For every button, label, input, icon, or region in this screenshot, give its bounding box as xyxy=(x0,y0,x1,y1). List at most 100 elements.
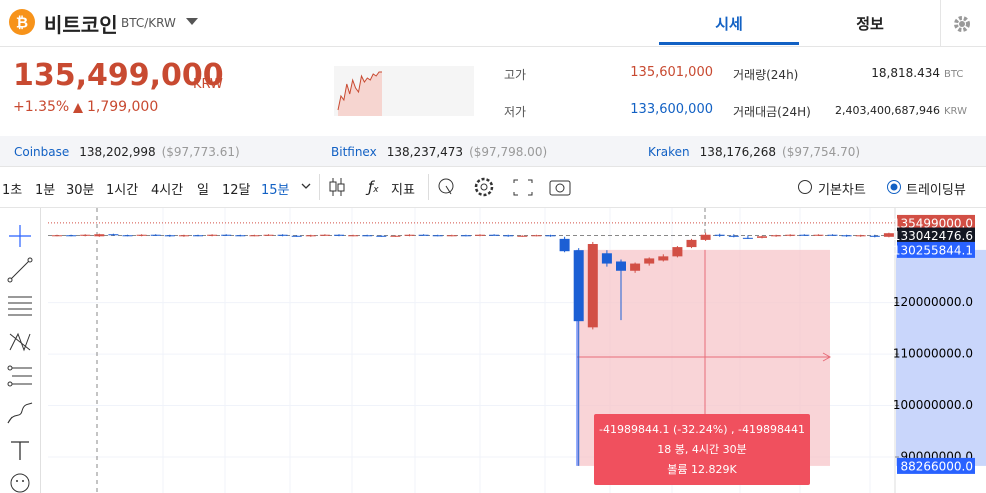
candle-body xyxy=(193,235,203,237)
interval[interactable]: 15분 xyxy=(261,183,290,198)
candle-body xyxy=(503,235,514,237)
divider xyxy=(0,166,986,167)
candle-body xyxy=(376,235,387,237)
candle-body xyxy=(164,235,175,237)
chevron[interactable] xyxy=(300,181,312,191)
candle-body xyxy=(418,234,429,236)
radio[interactable] xyxy=(886,179,902,195)
candle-body xyxy=(714,234,725,236)
change-abs: 1,799,000 xyxy=(87,99,159,115)
sparkline-area xyxy=(338,72,382,116)
divider xyxy=(0,207,986,208)
candle-body xyxy=(644,258,655,264)
candle-body xyxy=(883,233,894,237)
candle-body xyxy=(404,234,415,236)
radio[interactable] xyxy=(797,179,813,195)
sparkline-line xyxy=(337,71,383,111)
dropdown[interactable] xyxy=(185,17,199,27)
divider xyxy=(319,174,320,200)
drawing-tools[interactable] xyxy=(0,208,41,493)
candle-body xyxy=(700,234,711,240)
divider xyxy=(428,174,429,200)
candle-body xyxy=(66,235,77,237)
candle-body xyxy=(277,234,288,236)
candle-body xyxy=(475,234,485,236)
candle-body xyxy=(263,234,274,236)
candle-body xyxy=(489,234,500,236)
stat-label: 거래대금(24H) xyxy=(733,105,811,119)
interval[interactable]: 4시간 xyxy=(151,183,184,198)
candle-body xyxy=(122,235,133,237)
candle-body xyxy=(672,247,683,257)
price-marker-label: 133042476.6 xyxy=(893,229,973,243)
toolbar-icons[interactable] xyxy=(436,176,586,198)
settings[interactable] xyxy=(952,14,972,34)
divider xyxy=(0,46,986,47)
chart-mode[interactable]: 트레이딩뷰 xyxy=(906,183,966,198)
candle-body xyxy=(432,235,443,237)
exchange-name[interactable]: Bitfinex xyxy=(331,145,377,159)
interval[interactable]: 일 xyxy=(197,183,209,198)
candle-body xyxy=(517,235,528,237)
coin-name: 비트코인 xyxy=(44,13,118,37)
exchange: Bitfinex 138,237,473 ($97,798.00) xyxy=(331,145,547,159)
candle-body xyxy=(136,234,147,236)
candle-body xyxy=(841,235,852,237)
tooltip-line: -41989844.1 (-32.24%) , -419898441 xyxy=(599,423,805,436)
candle-body xyxy=(446,235,457,237)
candle-body xyxy=(771,235,782,237)
stat-value: 133,600,000 xyxy=(630,102,713,117)
candle-icon[interactable] xyxy=(327,176,347,198)
interval[interactable]: 12달 xyxy=(222,183,251,198)
stat-value: 2,403,400,687,946 xyxy=(835,104,940,117)
currency: KRW xyxy=(193,77,223,92)
plot-bg xyxy=(41,208,986,493)
interval[interactable]: 1시간 xyxy=(106,183,139,198)
y-tick-label: 120000000.0 xyxy=(893,295,973,309)
exchange-krw: 138,202,998 xyxy=(79,145,156,159)
exchange: Kraken 138,176,268 ($97,754.70) xyxy=(648,145,860,159)
sparkline xyxy=(334,66,474,116)
candle-body xyxy=(742,237,753,239)
exchange-name[interactable]: Coinbase xyxy=(14,145,70,159)
up-arrow xyxy=(73,103,83,113)
candle-body xyxy=(207,234,218,236)
candle-body xyxy=(334,234,344,236)
tooltip-line: 볼륨 12.829K xyxy=(667,463,737,476)
y-tick-label: 100000000.0 xyxy=(893,398,973,412)
price-marker xyxy=(897,214,975,231)
exchange-krw: 138,176,268 xyxy=(699,145,777,159)
indicator[interactable]: 지표 xyxy=(391,183,415,198)
interval[interactable]: 1분 xyxy=(35,183,56,198)
fx-icon[interactable]: ƒx xyxy=(368,178,379,196)
candle-body xyxy=(80,234,91,236)
candle-body xyxy=(630,263,641,271)
chart[interactable]: 90000000.0100000000.0110000000.012000000… xyxy=(41,208,986,493)
interval[interactable]: 1초 xyxy=(2,183,23,198)
candle-body xyxy=(785,234,796,236)
candle-body xyxy=(291,235,302,237)
exchange-name[interactable]: Kraken xyxy=(648,145,690,159)
price-marker-label: 130255844.1 xyxy=(893,243,973,257)
candle-body xyxy=(757,236,767,238)
candle-body xyxy=(799,234,810,236)
exchange-strip xyxy=(0,136,986,166)
tab[interactable]: 정보 xyxy=(856,15,884,33)
candle-body xyxy=(108,234,119,236)
exchange-usd: ($97,773.61) xyxy=(161,145,240,159)
interval[interactable]: 30분 xyxy=(66,183,95,198)
tab[interactable]: 시세 xyxy=(715,15,743,33)
price-marker-label: 88266000.0 xyxy=(900,459,973,473)
candle-body xyxy=(827,234,838,236)
candle-body xyxy=(362,235,373,237)
chart-mode[interactable]: 기본차트 xyxy=(818,183,866,198)
tab-underline xyxy=(659,42,799,45)
price-marker xyxy=(897,241,975,258)
candle-body xyxy=(390,235,401,237)
candle-body xyxy=(305,235,316,237)
exchange-krw: 138,237,473 xyxy=(386,145,464,159)
candle-body xyxy=(94,234,105,237)
candle-body xyxy=(319,234,330,236)
coin-icon: ₿ xyxy=(9,9,35,35)
